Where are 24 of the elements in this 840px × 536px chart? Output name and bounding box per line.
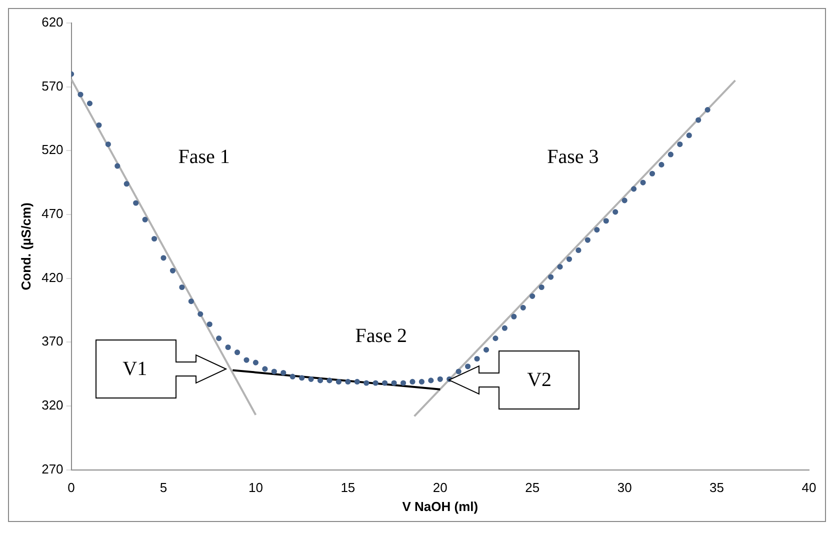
x-tick-label: 35 — [710, 480, 724, 496]
x-tick-label: 15 — [340, 480, 356, 496]
y-tick-label: 470 — [42, 206, 64, 222]
x-tick-label: 20 — [432, 480, 448, 496]
annotation: Fase 3 — [546, 145, 600, 170]
y-tick-label: 270 — [42, 461, 64, 476]
annotation: V2 — [526, 368, 553, 394]
x-tick-label: 40 — [802, 480, 816, 496]
x-tick-label: 30 — [617, 480, 632, 496]
annotation: V1 — [122, 357, 148, 382]
x-tick-label: 10 — [248, 480, 263, 496]
x-axis-title: V NaOH (ml) — [402, 498, 478, 514]
x-tick-label: 5 — [160, 480, 168, 496]
x-tick-label: 0 — [68, 480, 75, 496]
y-tick-label: 520 — [42, 142, 64, 158]
annotation: Fase 1 — [177, 145, 231, 170]
x-tick-label: 25 — [525, 480, 540, 496]
y-tick-label: 420 — [42, 270, 64, 285]
y-tick-label: 620 — [42, 14, 64, 30]
y-axis-title: Cond. (µS/cm) — [18, 202, 34, 290]
y-tick-label: 320 — [42, 398, 64, 413]
y-tick-label: 370 — [42, 334, 64, 349]
y-tick-label: 570 — [42, 78, 64, 94]
annotation: Fase 2 — [354, 324, 408, 349]
